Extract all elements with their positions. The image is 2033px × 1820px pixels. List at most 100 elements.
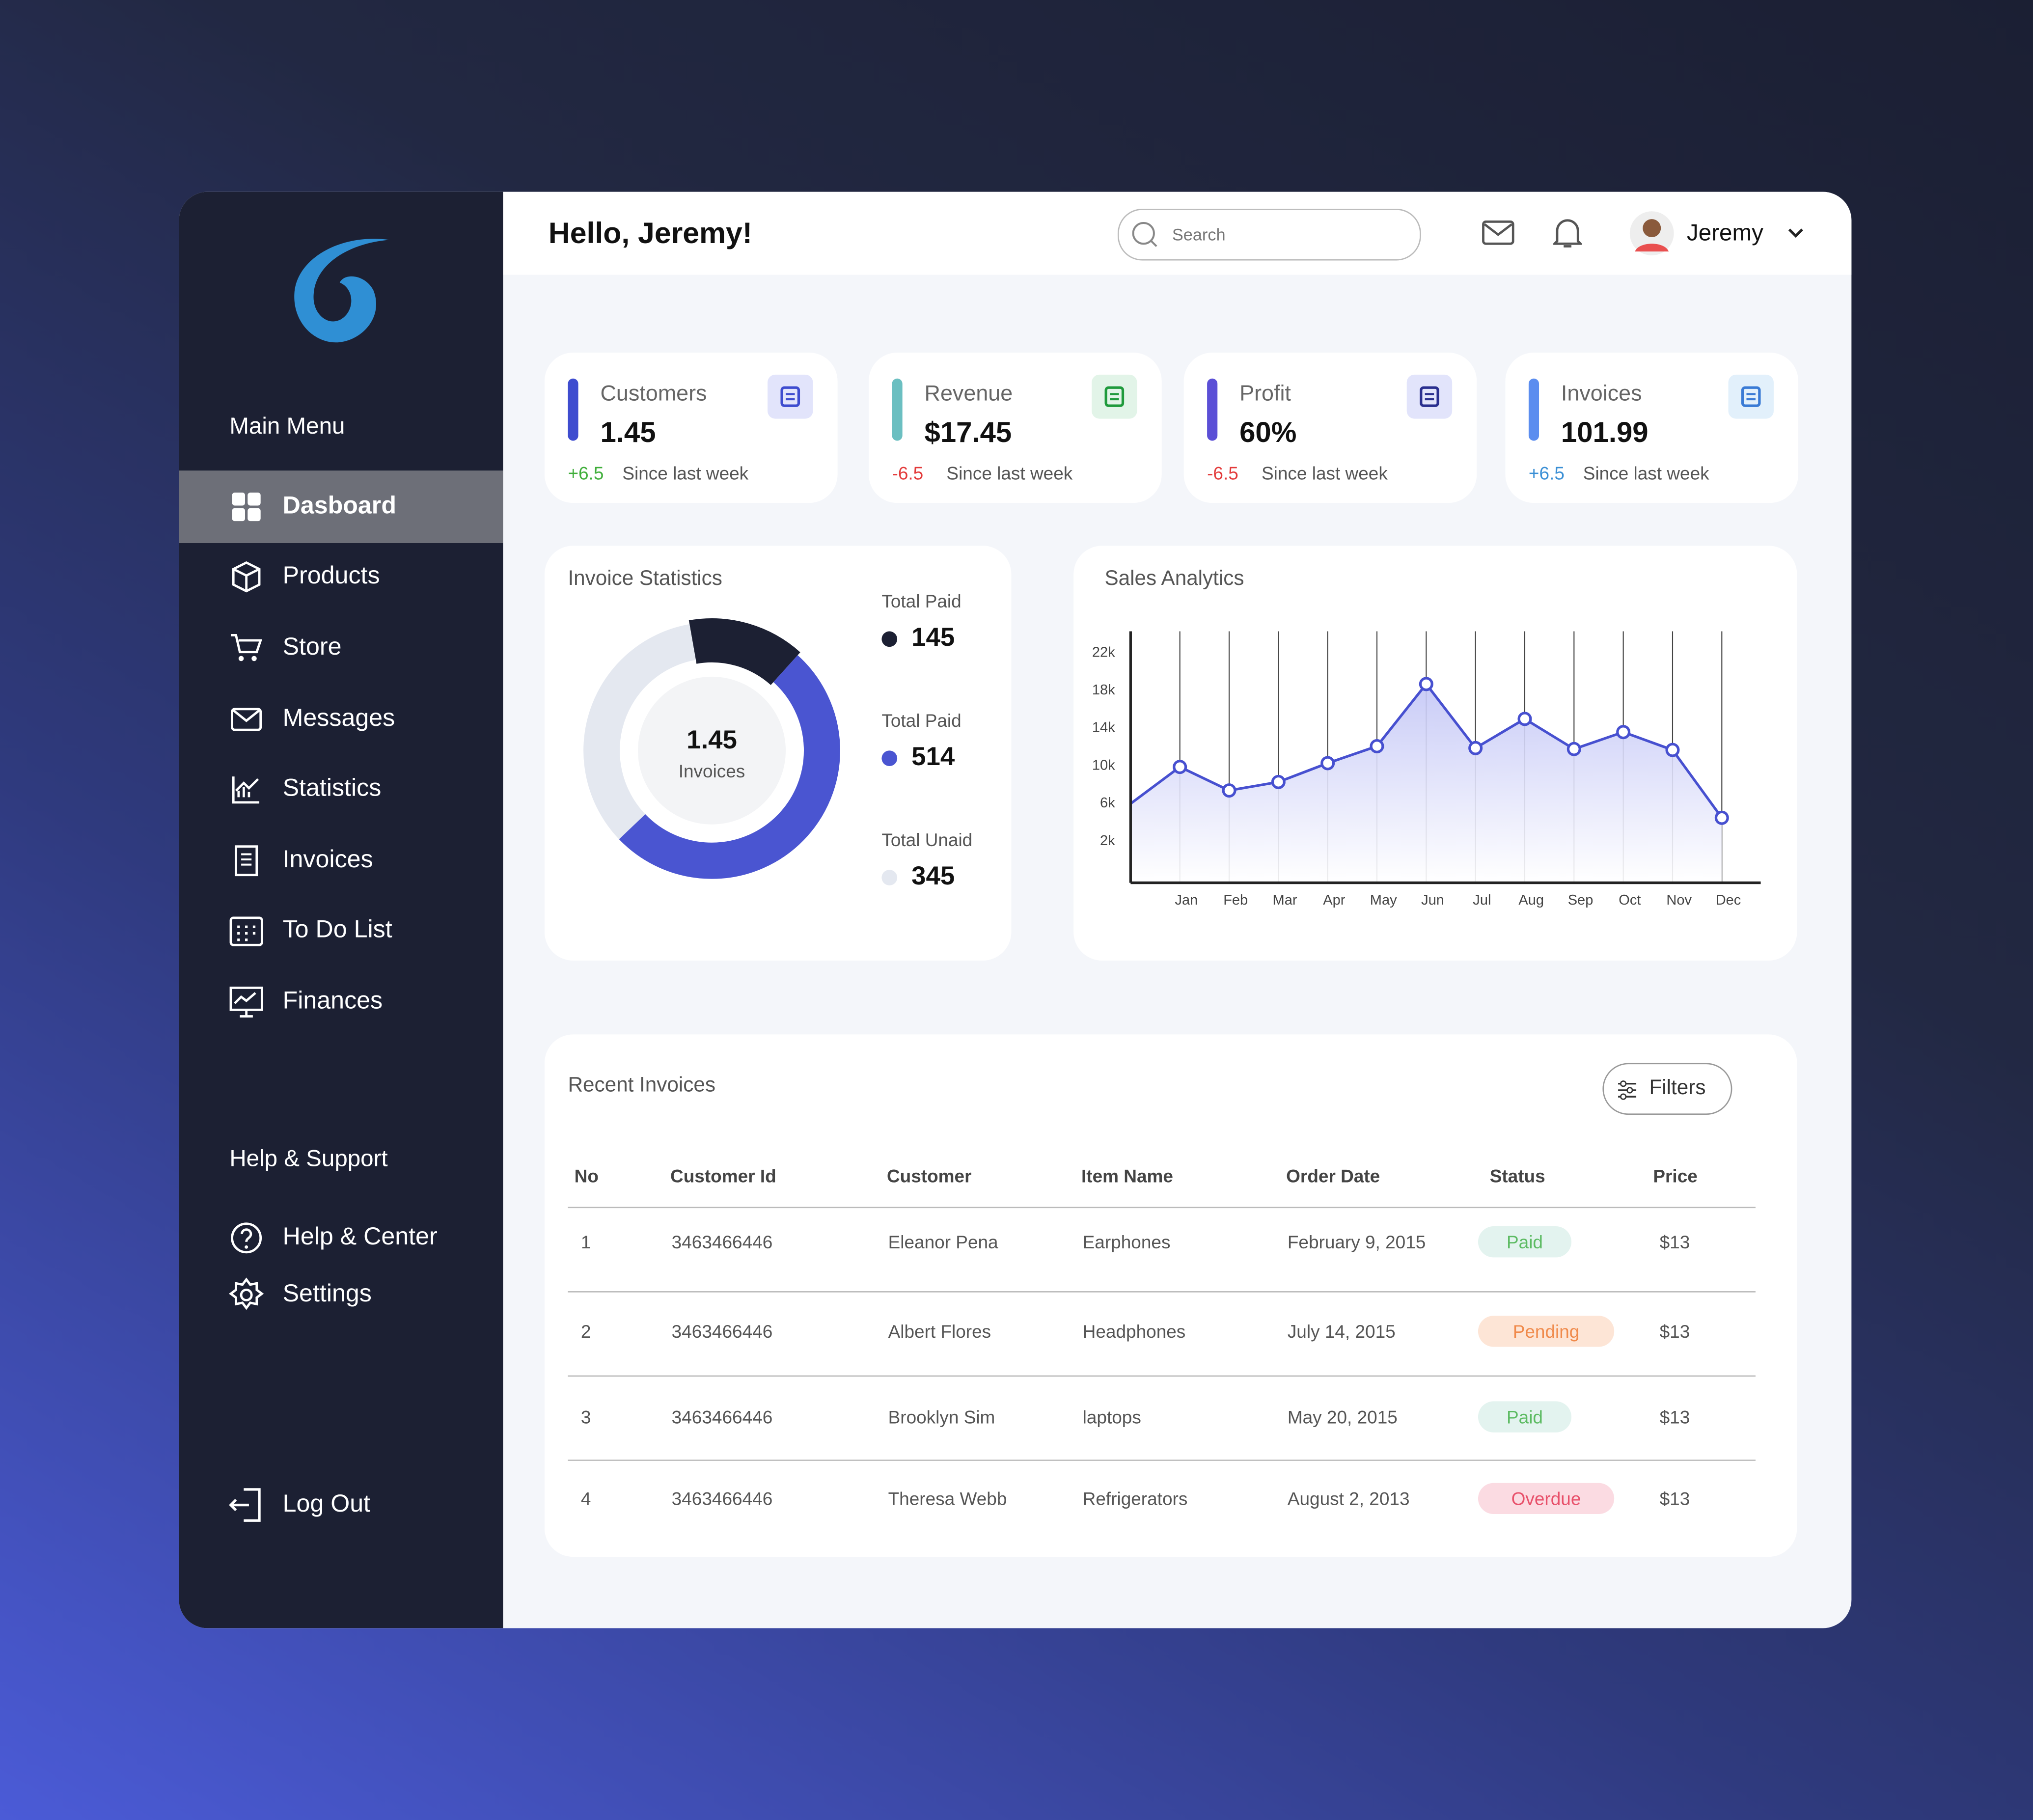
table-cell: $13 — [1659, 1231, 1690, 1252]
menu-item[interactable]: To Do List — [282, 916, 392, 944]
greeting: Hello, Jeremy! — [548, 216, 753, 250]
column-header: Price — [1653, 1165, 1698, 1186]
table-cell: Refrigerators — [1082, 1488, 1188, 1509]
search-box[interactable]: Search — [1117, 208, 1421, 261]
table-cell: 1 — [580, 1231, 591, 1252]
icon-glyph — [780, 386, 800, 407]
filter-icon — [1618, 1080, 1637, 1100]
support-item[interactable]: Settings — [282, 1280, 372, 1308]
y-tick-label: 10k — [1092, 757, 1115, 773]
bell-icon[interactable] — [1553, 217, 1582, 250]
donut-segment — [688, 618, 800, 686]
x-tick-label: Apr — [1323, 892, 1345, 908]
card-note: Since last week — [946, 463, 1073, 484]
menu-item[interactable]: Store — [282, 634, 342, 662]
support-icon[interactable] — [228, 1277, 265, 1313]
support-heading: Help & Support — [229, 1145, 388, 1171]
card-label: Profit — [1239, 381, 1291, 406]
status-badge: Pending — [1478, 1316, 1615, 1347]
column-header: Item Name — [1081, 1165, 1173, 1186]
menu-icon[interactable] — [228, 772, 265, 808]
donut-segment — [583, 624, 696, 839]
icon-glyph — [1420, 386, 1439, 407]
legend-value: 145 — [911, 623, 955, 652]
legend-label: Total Paid — [881, 711, 961, 731]
menu-item[interactable]: Statistics — [282, 775, 382, 802]
legend-label: Total Paid — [881, 591, 961, 611]
menu-heading: Main Menu — [229, 413, 345, 439]
center-value: 1.45 — [687, 725, 737, 754]
chart-title: Invoice Statistics — [568, 566, 722, 589]
card-change: +6.5 — [568, 463, 604, 484]
menu-icon[interactable] — [228, 701, 265, 738]
accent-bar — [1528, 378, 1539, 441]
menu-icon[interactable] — [228, 984, 265, 1020]
accent-bar — [568, 378, 578, 441]
x-tick-label: Jul — [1473, 892, 1491, 908]
x-tick-label: Dec — [1716, 892, 1741, 908]
menu-icon[interactable] — [228, 630, 265, 666]
menu-item[interactable]: Invoices — [282, 846, 373, 874]
logout-icon[interactable] — [228, 1487, 265, 1523]
table-cell: 3463466446 — [671, 1321, 773, 1342]
y-tick-label: 6k — [1100, 795, 1115, 811]
table-cell: 4 — [580, 1488, 591, 1509]
card-value: 101.99 — [1561, 416, 1648, 449]
invoice-table: Recent Invoices Filters No Customer Id Cus… — [544, 1034, 1797, 1557]
dashboard: Main Menu Dasboard Products Store Messages S… — [179, 192, 1852, 1628]
menu-icon[interactable] — [228, 912, 265, 949]
table-cell: $13 — [1659, 1488, 1690, 1509]
point — [1419, 677, 1433, 691]
legend-value: 514 — [911, 742, 955, 771]
filter-label: Filters — [1649, 1077, 1706, 1100]
x-tick-label: Nov — [1666, 892, 1692, 908]
header: Hello, Jeremy! Search Jeremy — [503, 192, 1852, 275]
logout[interactable]: Log Out — [282, 1490, 371, 1518]
stat-card: Profit 60% -6.5 Since last week — [1183, 352, 1477, 503]
support-icon[interactable] — [228, 1220, 265, 1256]
table-cell: laptops — [1082, 1406, 1141, 1428]
column-header: Order Date — [1286, 1165, 1380, 1186]
x-tick-label: Aug — [1518, 892, 1544, 908]
row-divider — [568, 1291, 1756, 1293]
active-item-bg — [179, 470, 503, 543]
table-cell: 3 — [580, 1406, 591, 1428]
filter-button[interactable]: Filters — [1602, 1063, 1732, 1115]
stat-card: Customers 1.45 +6.5 Since last week — [544, 352, 838, 503]
menu-icon[interactable] — [228, 843, 265, 879]
row-divider — [568, 1375, 1756, 1377]
menu-item[interactable]: Products — [282, 562, 380, 590]
sales-panel: Sales Analytics 2k 6k 10k 14k 18k 22k Jan Feb Mar… — [1073, 546, 1797, 961]
accent-bar — [1207, 378, 1218, 441]
status-badge: Paid — [1478, 1401, 1572, 1433]
menu-item[interactable]: Messages — [282, 705, 395, 733]
invoice-panel: Invoice Statistics 1.45 Invoices Total Paid… — [544, 546, 1012, 961]
search-placeholder: Search — [1172, 224, 1226, 245]
line-chart: Sales Analytics 2k 6k 10k 14k 18k 22k Jan Feb Mar… — [1092, 566, 1761, 908]
column-header: No — [574, 1165, 599, 1186]
chart-title: Sales Analytics — [1105, 566, 1244, 589]
menu-item[interactable]: Finances — [282, 988, 383, 1015]
mail-icon[interactable] — [1482, 220, 1516, 247]
table-cell: Theresa Webb — [888, 1488, 1007, 1509]
table-cell: Albert Flores — [888, 1321, 991, 1342]
menu-icon[interactable] — [228, 559, 265, 595]
dropdown-caret[interactable] — [1786, 227, 1805, 240]
avatar[interactable] — [1628, 210, 1675, 257]
center-label: Invoices — [679, 761, 745, 781]
menu-item[interactable]: Dasboard — [282, 493, 396, 520]
legend-value: 345 — [911, 861, 955, 890]
column-header: Customer — [886, 1165, 972, 1186]
column-header: Customer Id — [670, 1165, 776, 1186]
menu-icon[interactable] — [228, 489, 265, 525]
icon-glyph — [1741, 386, 1761, 407]
card-label: Revenue — [924, 381, 1013, 406]
support-item[interactable]: Help & Center — [282, 1223, 438, 1251]
point — [1566, 742, 1581, 756]
x-tick-label: Jun — [1421, 892, 1444, 908]
sidebar: Main Menu Dasboard Products Store Messages S… — [179, 192, 503, 1628]
user-name[interactable]: Jeremy — [1687, 220, 1763, 246]
column-header: Status — [1489, 1165, 1545, 1186]
card-icon — [1406, 374, 1453, 419]
table-cell: February 9, 2015 — [1287, 1231, 1426, 1252]
